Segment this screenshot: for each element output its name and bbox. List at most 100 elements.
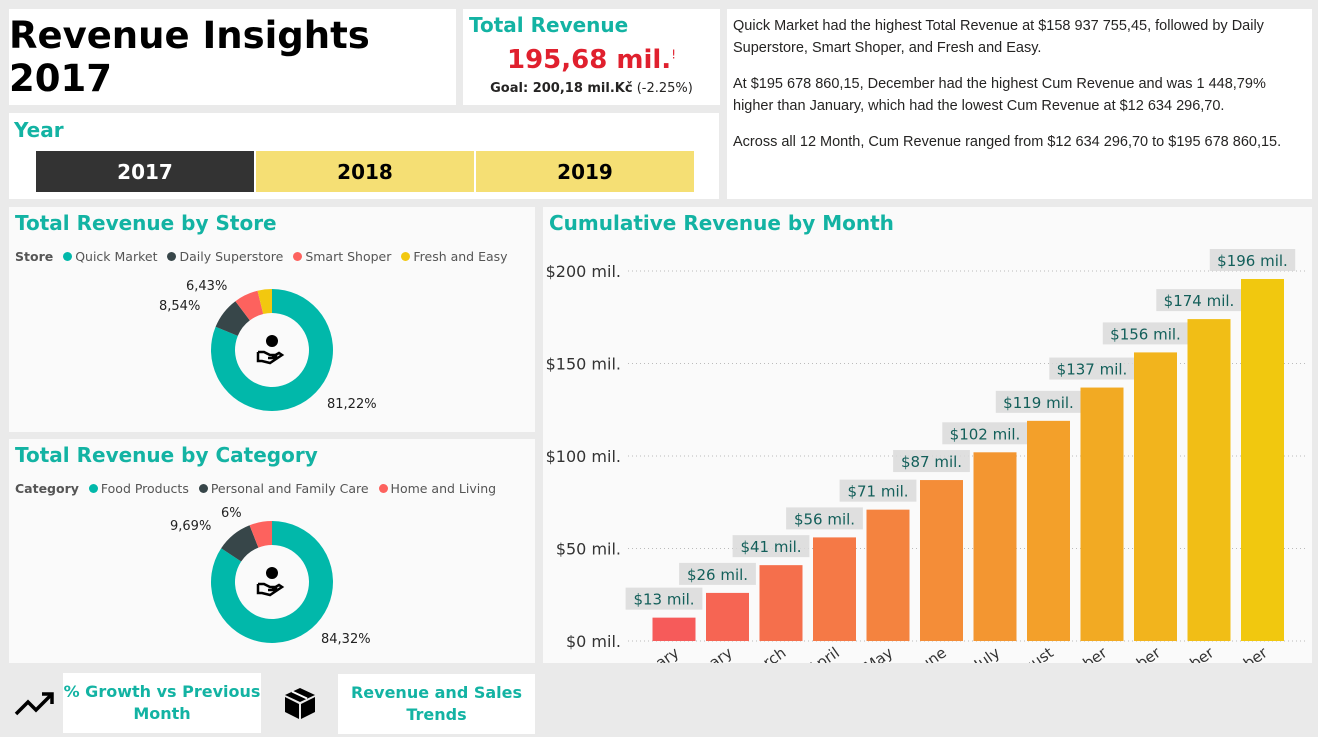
- data-label-bg: [893, 450, 970, 473]
- legend-item[interactable]: Daily Superstore: [179, 249, 284, 264]
- trending-up-icon: [14, 692, 54, 716]
- category-donut: [210, 521, 333, 643]
- bar-october[interactable]: [1134, 352, 1177, 641]
- chart-title: Cumulative Revenue by Month: [549, 211, 894, 235]
- year-option-2017[interactable]: 2017: [36, 151, 254, 192]
- store-donut: [210, 289, 333, 411]
- bar-january[interactable]: [652, 617, 696, 641]
- revenue-and-sales-trends-button[interactable]: Revenue and Sales Trends: [338, 674, 535, 734]
- kpi-delta: (-2.25%): [636, 81, 693, 96]
- bar-april[interactable]: [813, 537, 856, 641]
- legend-item[interactable]: Personal and Family Care: [210, 481, 369, 496]
- legend-title: Category: [15, 481, 79, 496]
- data-label: $56 mil.: [794, 510, 855, 528]
- money-hand-icon: [256, 335, 285, 365]
- slice-label: 81,22%: [327, 397, 377, 412]
- x-tick-label: January: [625, 643, 683, 663]
- year-label: Year: [14, 118, 64, 142]
- legend-item[interactable]: Food Products: [100, 481, 189, 496]
- x-tick-label: June: [912, 644, 950, 663]
- data-label: $87 mil.: [901, 453, 962, 471]
- x-tick-label: May: [861, 643, 897, 663]
- box-icon: [285, 688, 315, 719]
- legend-title: Store: [15, 249, 54, 264]
- data-label: $196 mil.: [1217, 252, 1288, 270]
- narrative-text: At $195 678 860,15, December had the hig…: [733, 76, 1266, 114]
- data-label-bg: [942, 422, 1028, 445]
- total-revenue-kpi: Total Revenue 195,68 mil.! Goal: 200,18 …: [463, 9, 720, 105]
- x-tick-label: March: [742, 644, 790, 663]
- bar-september[interactable]: [1080, 387, 1124, 641]
- slice-label: 6%: [221, 506, 242, 521]
- data-label: $13 mil.: [633, 591, 694, 609]
- donut-slice[interactable]: [215, 301, 250, 336]
- bar-august[interactable]: [1027, 420, 1070, 641]
- y-tick-label: $150 mil.: [546, 355, 621, 374]
- kpi-label: Total Revenue: [469, 13, 629, 37]
- bar-november[interactable]: [1187, 319, 1231, 641]
- kpi-value: 195,68 mil.: [507, 45, 672, 75]
- legend-item[interactable]: Home and Living: [390, 481, 497, 496]
- store-legend: Store Quick Market Daily Superstore Smar…: [15, 249, 508, 264]
- x-tick-label: April: [804, 644, 842, 663]
- legend-item[interactable]: Fresh and Easy: [413, 249, 508, 264]
- data-label: $41 mil.: [740, 538, 801, 556]
- donut-slice[interactable]: [249, 521, 273, 548]
- data-label: $156 mil.: [1110, 325, 1181, 343]
- donut-slice[interactable]: [210, 289, 333, 411]
- data-label: $137 mil.: [1057, 361, 1128, 379]
- cumulative-revenue-chart: Cumulative Revenue by Month $0 mil. $50 m…: [543, 207, 1312, 663]
- year-option-2019[interactable]: 2019: [476, 151, 694, 192]
- x-tick-label: February: [671, 643, 736, 663]
- data-label-bg: [625, 587, 703, 610]
- data-label: $26 mil.: [687, 566, 748, 584]
- bar-may[interactable]: [866, 509, 910, 641]
- slice-label: 6,43%: [186, 279, 228, 294]
- category-legend: Category Food Products Personal and Fami…: [15, 481, 496, 496]
- data-label-bg: [1102, 322, 1189, 345]
- bar-december[interactable]: [1241, 278, 1284, 641]
- data-label-bg: [732, 535, 810, 558]
- narrative-text: Quick Market had the highest Total Reven…: [733, 18, 1264, 56]
- year-option-2018[interactable]: 2018: [256, 151, 474, 192]
- data-label-bg: [995, 390, 1082, 413]
- y-tick-label: $200 mil.: [546, 262, 621, 281]
- category-chart-title: Total Revenue by Category: [15, 443, 318, 467]
- donut-slice[interactable]: [221, 525, 259, 562]
- bar-chart-svg: $0 mil. $50 mil. $100 mil. $150 mil. $200 mi…: [546, 248, 1308, 663]
- data-label: $174 mil.: [1164, 292, 1235, 310]
- alert-icon: !: [671, 47, 676, 62]
- kpi-goal: Goal: 200,18 mil.Kč: [490, 81, 633, 96]
- category-donut-panel: Total Revenue by Category Category Food …: [9, 439, 535, 663]
- bar-july[interactable]: [973, 452, 1017, 641]
- store-chart-title: Total Revenue by Store: [15, 211, 277, 235]
- bar-february[interactable]: [706, 592, 749, 641]
- donut-slice[interactable]: [257, 289, 272, 315]
- data-label-bg: [839, 479, 917, 502]
- data-label: $71 mil.: [847, 483, 908, 501]
- year-slicer: Year 2017 2018 2019: [9, 113, 719, 199]
- donut-slice[interactable]: [210, 521, 333, 643]
- data-label-bg: [1049, 357, 1135, 380]
- money-hand-icon: [256, 567, 285, 597]
- page-title: Revenue Insights 2017: [9, 9, 456, 105]
- data-label-bg: [1156, 289, 1242, 312]
- y-tick-label: $100 mil.: [546, 447, 621, 466]
- slice-label: 8,54%: [159, 299, 201, 314]
- data-label-bg: [786, 507, 863, 530]
- data-label-bg: [679, 562, 756, 585]
- x-tick-label: October: [1104, 643, 1164, 663]
- bar-march[interactable]: [759, 565, 803, 641]
- store-donut-panel: Total Revenue by Store Store Quick Marke…: [9, 207, 535, 432]
- bar-june[interactable]: [920, 480, 963, 641]
- legend-item[interactable]: Quick Market: [75, 249, 158, 264]
- y-tick-label: $50 mil.: [556, 540, 621, 559]
- donut-slice[interactable]: [235, 290, 264, 321]
- data-label: $119 mil.: [1003, 394, 1074, 412]
- legend-item[interactable]: Smart Shoper: [305, 249, 392, 264]
- x-tick-label: July: [970, 643, 1003, 663]
- growth-vs-previous-month-button[interactable]: % Growth vs Previous Month: [63, 673, 261, 733]
- x-tick-label: August: [1003, 643, 1056, 663]
- smart-narrative: Quick Market had the highest Total Reven…: [727, 9, 1312, 199]
- data-label-bg: [1209, 248, 1296, 271]
